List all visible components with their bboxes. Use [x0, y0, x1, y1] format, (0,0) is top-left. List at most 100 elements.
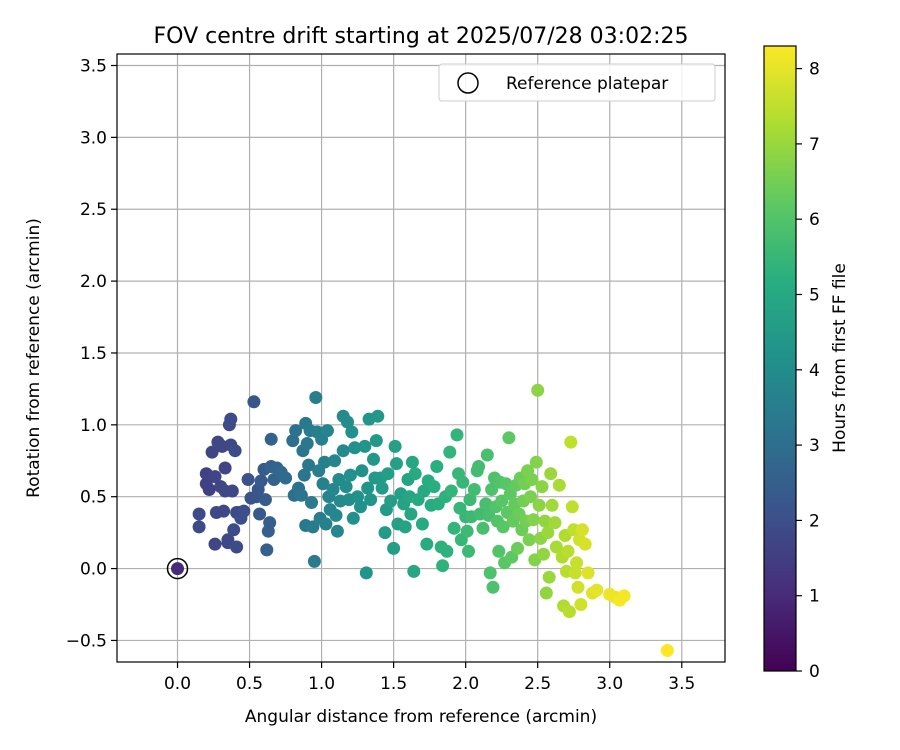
- data-point: [388, 439, 402, 453]
- data-point: [306, 520, 320, 534]
- data-point: [542, 570, 556, 584]
- data-point: [217, 504, 231, 518]
- x-axis: 0.0 0.5 1.0 1.5 2.0 2.5 3.0 3.5: [164, 662, 695, 694]
- data-point: [456, 475, 470, 489]
- colorbar-tick-label: 3: [809, 436, 820, 456]
- data-point: [378, 526, 392, 540]
- data-point: [525, 473, 539, 486]
- data-point: [430, 460, 444, 473]
- data-point: [460, 524, 474, 538]
- x-tick-label: 1.5: [380, 674, 407, 694]
- reference-ring: [166, 557, 189, 580]
- colorbar-tick-label: 0: [809, 662, 820, 682]
- data-point: [286, 434, 300, 448]
- data-point: [375, 481, 389, 495]
- legend-marker-reference: [457, 72, 479, 94]
- data-point: [447, 521, 461, 535]
- data-point: [495, 494, 509, 508]
- data-point: [476, 521, 490, 535]
- colorbar: 0 1 2 3 4 5 6 7 8 Hours from first FF file: [763, 45, 850, 682]
- data-point: [440, 544, 454, 558]
- data-point: [328, 454, 342, 468]
- data-point: [253, 507, 267, 521]
- grid: [117, 54, 725, 662]
- x-tick-label: 3.5: [668, 674, 695, 694]
- x-tick-label: 2.0: [452, 674, 479, 694]
- colorbar-tick-label: 7: [809, 135, 820, 155]
- data-point: [575, 523, 589, 537]
- data-point: [307, 554, 321, 568]
- data-point: [590, 583, 604, 597]
- data-point: [552, 478, 566, 492]
- data-point: [346, 511, 360, 525]
- data-point: [230, 540, 244, 554]
- data-point: [549, 540, 563, 554]
- data-point: [316, 477, 330, 491]
- data-point: [208, 537, 222, 551]
- data-point: [427, 480, 441, 494]
- data-point: [264, 432, 278, 446]
- data-point: [571, 580, 585, 594]
- data-point: [258, 493, 272, 507]
- data-point: [522, 533, 536, 547]
- data-point: [420, 537, 434, 551]
- data-point: [480, 448, 494, 462]
- data-point: [330, 524, 344, 538]
- data-point: [305, 496, 318, 509]
- data-point: [502, 431, 516, 445]
- colorbar-tick-label: 8: [809, 60, 820, 80]
- data-point: [289, 424, 303, 438]
- data-point: [538, 514, 552, 528]
- data-point: [171, 562, 184, 576]
- data-point: [254, 474, 268, 488]
- data-point: [407, 564, 421, 578]
- y-tick-label: 1.5: [80, 344, 107, 364]
- data-point: [561, 544, 575, 558]
- data-point: [341, 415, 354, 429]
- y-tick-label: 1.0: [80, 416, 107, 436]
- data-point: [415, 517, 429, 531]
- colorbar-ticks: 0 1 2 3 4 5 6 7 8: [796, 60, 820, 682]
- data-point: [617, 589, 631, 603]
- data-point: [531, 383, 545, 397]
- legend-entry-reference-platepar: Reference platepar: [506, 74, 668, 94]
- data-point: [486, 580, 500, 594]
- data-point: [443, 445, 457, 459]
- colorbar-gradient: [763, 45, 797, 672]
- data-point: [660, 644, 674, 657]
- data-point: [485, 483, 499, 496]
- data-point: [384, 494, 398, 508]
- data-point: [532, 498, 546, 512]
- data-point: [205, 445, 219, 459]
- y-tick-label: 2.0: [80, 272, 107, 292]
- data-point: [511, 541, 524, 555]
- y-tick-label: 2.5: [80, 200, 107, 220]
- x-tick-label: 1.0: [308, 674, 335, 694]
- colorbar-tick-label: 6: [809, 210, 820, 230]
- data-point: [371, 409, 385, 423]
- data-point: [351, 490, 365, 504]
- data-point: [364, 493, 378, 507]
- data-point: [545, 498, 559, 512]
- data-point: [358, 439, 372, 453]
- data-point: [320, 424, 334, 438]
- data-point: [574, 598, 588, 611]
- data-point: [463, 493, 477, 507]
- data-point: [336, 444, 350, 458]
- data-point: [361, 481, 375, 495]
- data-point: [568, 566, 582, 580]
- data-point: [417, 484, 431, 498]
- data-point: [359, 566, 373, 580]
- data-point: [247, 395, 261, 409]
- chart-title: FOV centre drift starting at 2025/07/28 …: [154, 24, 689, 49]
- data-point: [472, 460, 486, 473]
- data-point: [260, 543, 274, 557]
- y-tick-label: 0.5: [80, 488, 107, 508]
- data-point: [529, 455, 543, 469]
- data-point: [462, 544, 475, 558]
- data-point: [499, 477, 513, 491]
- data-point: [202, 483, 216, 496]
- x-tick-label: 3.0: [596, 674, 623, 694]
- data-point: [294, 488, 308, 502]
- data-point: [228, 444, 242, 458]
